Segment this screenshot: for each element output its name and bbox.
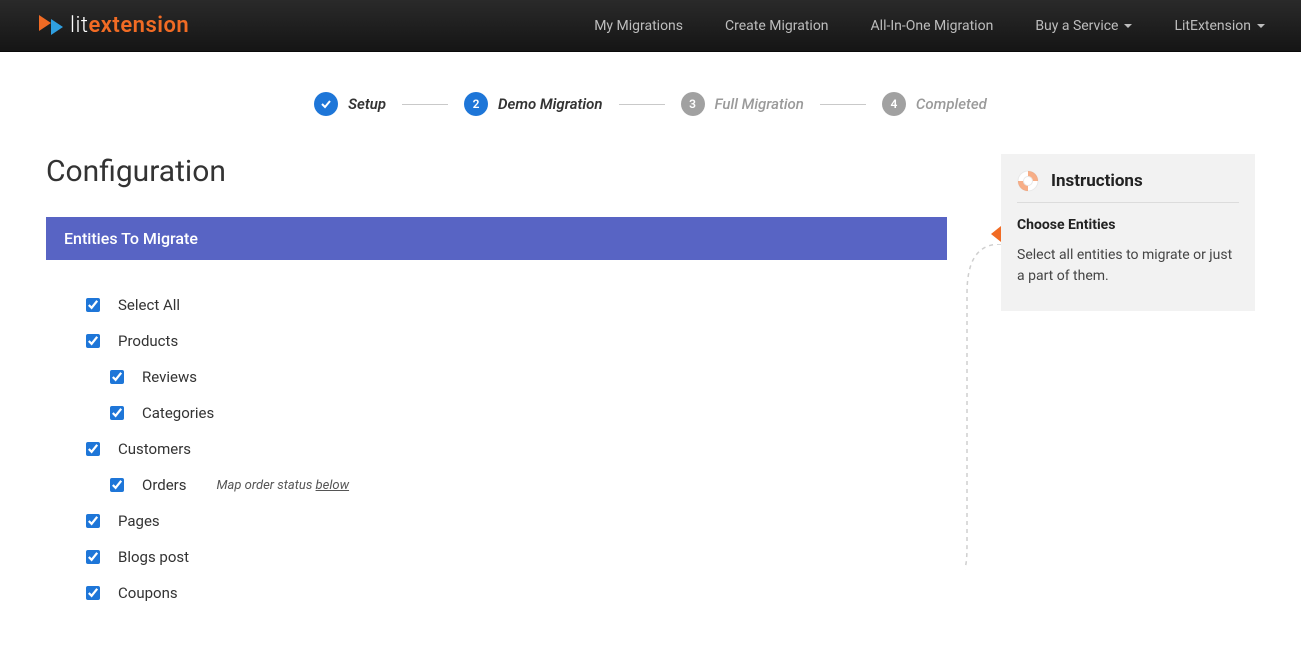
entity-label: Products — [118, 332, 178, 350]
logo-icon — [36, 11, 66, 41]
checkbox-select-all[interactable] — [86, 298, 100, 312]
step-connector — [619, 104, 665, 105]
step-connector — [820, 104, 866, 105]
dashed-connector — [965, 244, 1001, 574]
nav-label: LitExtension — [1174, 18, 1251, 34]
step-circle: 3 — [681, 92, 705, 116]
checkbox-orders[interactable] — [110, 478, 124, 492]
nav-all-in-one[interactable]: All-In-One Migration — [871, 18, 994, 34]
chevron-down-icon — [1124, 24, 1132, 28]
step-label: Setup — [348, 95, 386, 113]
nav-label: All-In-One Migration — [871, 18, 994, 34]
lifebuoy-icon — [1017, 170, 1039, 192]
entity-label: Orders — [142, 476, 187, 494]
entity-label: Pages — [118, 512, 160, 530]
hint-link-below[interactable]: below — [316, 478, 350, 493]
entity-label: Categories — [142, 404, 214, 422]
entities-list: Select All Products Reviews Categories C… — [46, 260, 947, 630]
nav-label: Buy a Service — [1035, 18, 1118, 34]
step-circle-done — [314, 92, 338, 116]
check-icon — [320, 98, 332, 110]
entity-products: Products — [86, 332, 921, 350]
instructions-title: Instructions — [1051, 171, 1143, 191]
entity-pages: Pages — [86, 512, 921, 530]
stepper: Setup 2 Demo Migration 3 Full Migration … — [0, 92, 1301, 116]
hint-prefix: Map order status — [217, 478, 316, 493]
step-setup[interactable]: Setup — [314, 92, 386, 116]
nav-label: My Migrations — [594, 18, 683, 34]
step-circle: 4 — [882, 92, 906, 116]
content-column: Configuration Entities To Migrate Select… — [46, 154, 947, 630]
instructions-panel: Instructions Choose Entities Select all … — [1001, 154, 1255, 311]
navbar: litextension My Migrations Create Migrat… — [0, 0, 1301, 52]
checkbox-coupons[interactable] — [86, 586, 100, 600]
entity-reviews: Reviews — [86, 368, 921, 386]
entity-customers: Customers — [86, 440, 921, 458]
step-label: Demo Migration — [498, 95, 603, 113]
nav-label: Create Migration — [725, 18, 829, 34]
entity-label: Customers — [118, 440, 191, 458]
step-completed[interactable]: 4 Completed — [882, 92, 987, 116]
checkbox-customers[interactable] — [86, 442, 100, 456]
instructions-header: Instructions — [1017, 170, 1239, 203]
chevron-down-icon — [1257, 24, 1265, 28]
nav-litextension[interactable]: LitExtension — [1174, 18, 1265, 34]
section-header-entities: Entities To Migrate — [46, 217, 947, 260]
checkbox-reviews[interactable] — [110, 370, 124, 384]
entity-select-all: Select All — [86, 296, 921, 314]
nav-my-migrations[interactable]: My Migrations — [594, 18, 683, 34]
step-label: Full Migration — [715, 95, 804, 113]
checkbox-categories[interactable] — [110, 406, 124, 420]
entity-label: Reviews — [142, 368, 197, 386]
instructions-body: Select all entities to migrate or just a… — [1017, 245, 1239, 287]
step-demo-migration[interactable]: 2 Demo Migration — [464, 92, 603, 116]
entity-orders: Orders Map order status below — [86, 476, 921, 494]
entity-blogs-post: Blogs post — [86, 548, 921, 566]
step-circle: 2 — [464, 92, 488, 116]
orders-hint: Map order status below — [217, 478, 350, 493]
step-connector — [402, 104, 448, 105]
entity-categories: Categories — [86, 404, 921, 422]
checkbox-products[interactable] — [86, 334, 100, 348]
pointer-icon — [991, 226, 1001, 242]
entity-label: Coupons — [118, 584, 178, 602]
main: Configuration Entities To Migrate Select… — [0, 154, 1301, 670]
step-label: Completed — [916, 95, 987, 113]
instructions-subtitle: Choose Entities — [1017, 217, 1239, 233]
checkbox-pages[interactable] — [86, 514, 100, 528]
step-full-migration[interactable]: 3 Full Migration — [681, 92, 804, 116]
nav-create-migration[interactable]: Create Migration — [725, 18, 829, 34]
logo[interactable]: litextension — [36, 11, 189, 41]
entity-label: Blogs post — [118, 548, 189, 566]
nav-items: My Migrations Create Migration All-In-On… — [594, 18, 1265, 34]
nav-buy-service[interactable]: Buy a Service — [1035, 18, 1132, 34]
page-title: Configuration — [46, 154, 947, 189]
checkbox-blogs-post[interactable] — [86, 550, 100, 564]
entity-label: Select All — [118, 296, 180, 314]
entity-coupons: Coupons — [86, 584, 921, 602]
logo-text: litextension — [70, 13, 189, 38]
